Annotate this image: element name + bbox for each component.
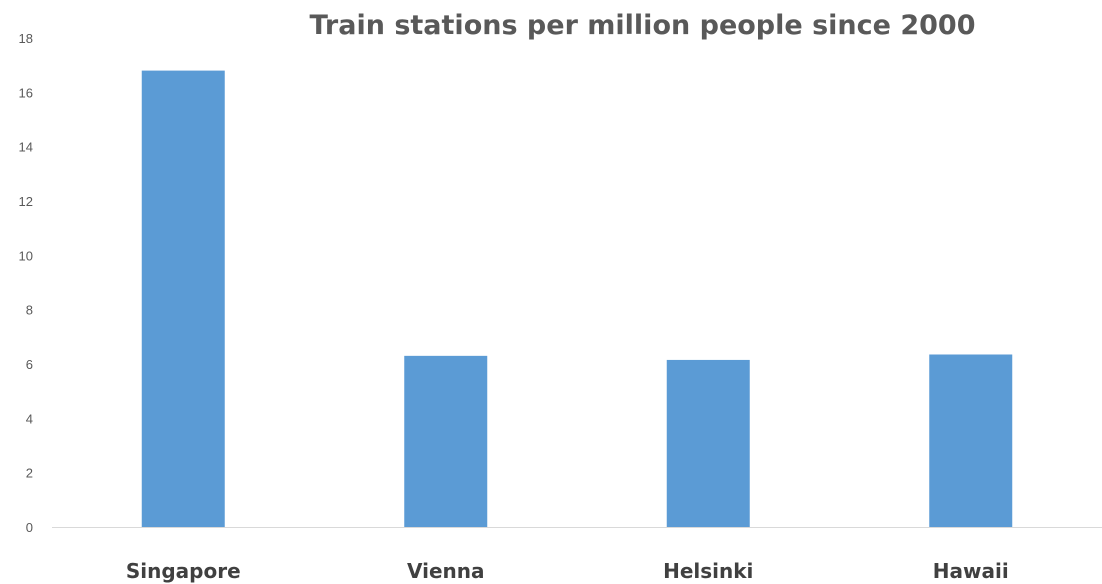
x-tick-label: Singapore bbox=[126, 559, 241, 583]
chart-title: Train stations per million people since … bbox=[309, 10, 976, 41]
y-tick-label: 4 bbox=[26, 411, 33, 426]
bar-vienna bbox=[404, 355, 488, 527]
y-tick-label: 18 bbox=[19, 31, 33, 46]
bars bbox=[141, 70, 1013, 527]
y-tick-label: 12 bbox=[19, 194, 33, 209]
y-tick-label: 2 bbox=[26, 466, 33, 481]
x-tick-label: Vienna bbox=[407, 559, 485, 583]
bar-hawaii bbox=[929, 354, 1013, 527]
x-axis-labels: Singapore Vienna Helsinki Hawaii bbox=[126, 559, 1009, 583]
x-tick-label: Helsinki bbox=[663, 559, 753, 583]
y-tick-label: 14 bbox=[19, 140, 33, 155]
y-tick-label: 10 bbox=[19, 248, 33, 263]
y-tick-label: 6 bbox=[26, 357, 33, 372]
x-tick-label: Hawaii bbox=[933, 559, 1009, 583]
y-tick-label: 8 bbox=[26, 303, 33, 318]
bar-singapore bbox=[141, 70, 225, 527]
y-tick-label: 0 bbox=[26, 520, 33, 535]
bar-helsinki bbox=[666, 359, 750, 527]
y-tick-label: 16 bbox=[19, 85, 33, 100]
y-axis-ticks: 0 2 4 6 8 10 12 14 16 18 bbox=[19, 31, 33, 535]
